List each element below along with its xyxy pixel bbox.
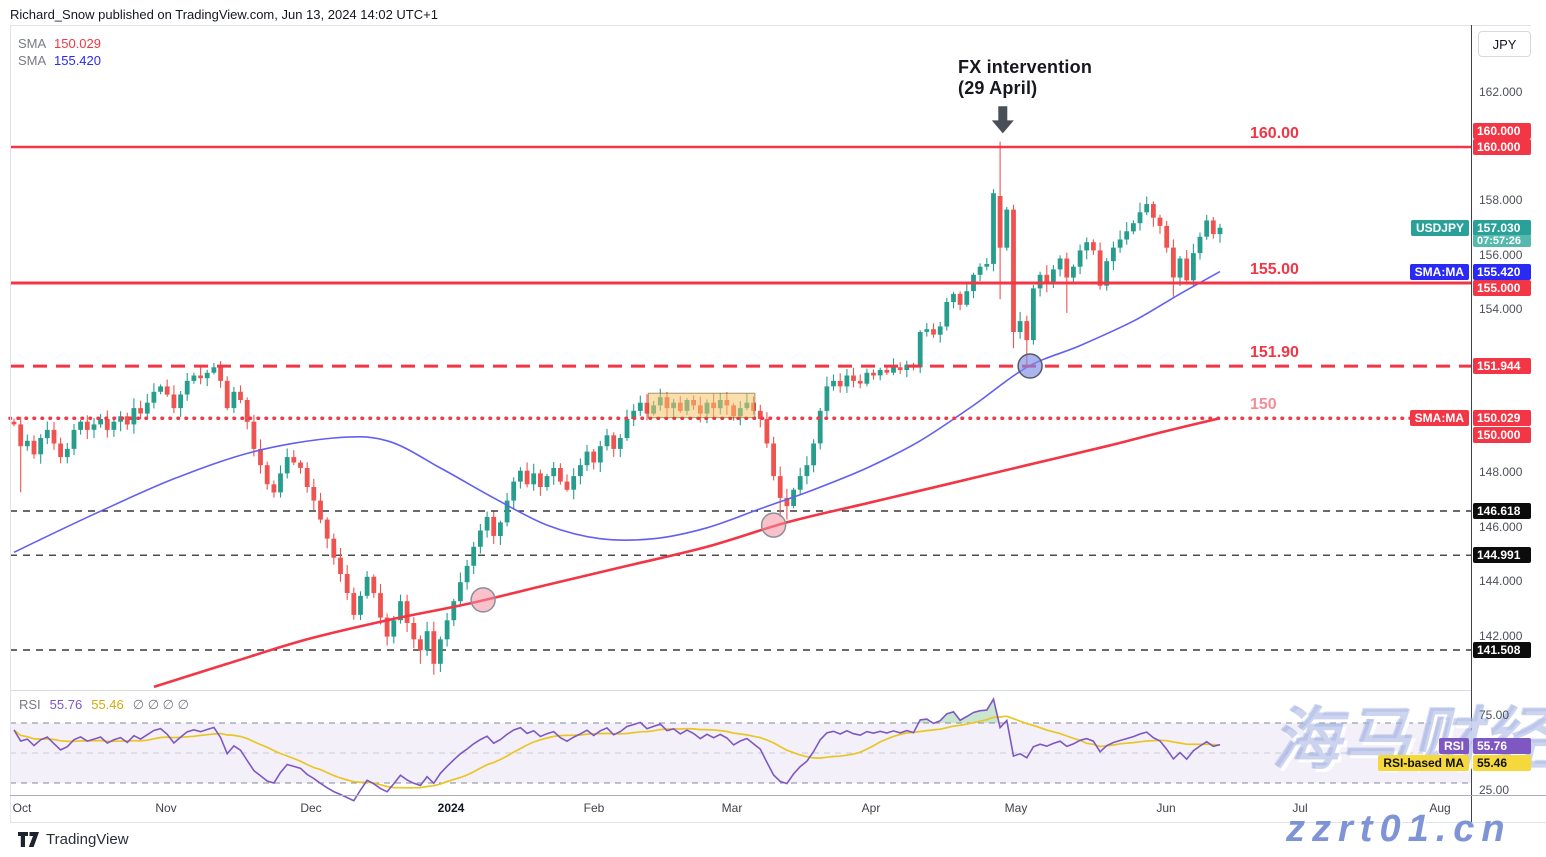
time-axis-label-Aug: Aug xyxy=(1429,801,1451,815)
time-axis-label-Jul: Jul xyxy=(1292,801,1308,815)
price-axis-badge-155.000: 155.000 xyxy=(1473,279,1531,296)
price-axis-badge-160.000: 160.000 xyxy=(1473,123,1531,140)
watermark-url-text: zzrt01.cn xyxy=(1286,808,1512,850)
price-axis-label: 154.000 xyxy=(1479,302,1523,317)
price-axis-label: 146.000 xyxy=(1479,519,1523,534)
intervention-arrow-icon xyxy=(991,106,1014,134)
price-axis-badge-141.508: 141.508 xyxy=(1473,641,1531,658)
support-lines xyxy=(10,510,1471,651)
tradingview-logo[interactable]: TradingView xyxy=(18,831,129,848)
rsi-legend-empty-values: ∅ ∅ ∅ ∅ xyxy=(132,697,189,712)
price-axis-label: 144.000 xyxy=(1479,574,1523,589)
price-axis-badge-160.000: 160.000 xyxy=(1473,139,1531,156)
price-axis-border xyxy=(1471,25,1472,822)
consolidation-box xyxy=(647,392,756,419)
pink-circle-marker xyxy=(470,587,496,613)
sma-legend: SMA 150.029 SMA 155.420 xyxy=(18,35,101,69)
tradingview-brand-text: TradingView xyxy=(46,831,129,848)
sma-1-value: 150.029 xyxy=(54,36,101,51)
price-axis-badge-157.030: 157.030 xyxy=(1473,219,1531,236)
rsi-axis-badge-RSI: 55.76 xyxy=(1473,738,1531,754)
price-axis-badge-150.029: 150.029 xyxy=(1473,410,1531,427)
rsi-legend-value: 55.76 xyxy=(49,697,83,712)
time-axis-label-Nov: Nov xyxy=(155,801,177,815)
level-label-160.00: 160.00 xyxy=(1250,125,1299,142)
fx-intervention-line2: (29 April) xyxy=(958,78,1038,98)
axis-tag-SMA:MA: SMA:MA xyxy=(1409,410,1469,427)
chart-frame-left xyxy=(10,25,11,822)
publish-byline: Richard_Snow published on TradingView.co… xyxy=(10,7,438,22)
rsi-pane-separator[interactable] xyxy=(10,690,1471,691)
price-axis-label: 142.000 xyxy=(1479,628,1523,643)
sma-200-line xyxy=(153,416,1221,689)
currency-button[interactable]: JPY xyxy=(1478,31,1531,57)
price-axis-badge-146.618: 146.618 xyxy=(1473,502,1531,519)
sma-2-value: 155.420 xyxy=(54,53,101,68)
time-axis-label-Feb: Feb xyxy=(583,801,605,815)
rsi-axis-label: 75.00 xyxy=(1479,707,1510,722)
blue-circle-marker xyxy=(1017,353,1043,379)
time-axis-label-Jun: Jun xyxy=(1156,801,1176,815)
rsi-axis-badge-RSI-based MA: 55.46 xyxy=(1473,755,1531,771)
price-axis-label: 156.000 xyxy=(1479,247,1523,262)
time-axis-label-Dec: Dec xyxy=(300,801,322,815)
sma-2-label: SMA xyxy=(18,53,47,68)
time-axis-label-Oct: Oct xyxy=(12,801,32,815)
sma-legend-row-2: SMA 155.420 xyxy=(18,52,101,69)
price-axis-label: 158.000 xyxy=(1479,193,1523,208)
sma-50-line xyxy=(13,270,1221,554)
price-axis-badge-151.944: 151.944 xyxy=(1473,358,1531,375)
price-axis-label: 148.000 xyxy=(1479,465,1523,480)
rsi-line xyxy=(13,697,1221,802)
time-axis-label-Apr: Apr xyxy=(861,801,881,815)
pink-circle-marker xyxy=(760,512,787,538)
price-axis-badge-150.000: 150.000 xyxy=(1473,427,1531,444)
time-axis-border-top xyxy=(10,795,1546,796)
axis-tag-USDJPY: USDJPY xyxy=(1410,219,1469,236)
time-axis-label-May: May xyxy=(1004,801,1028,815)
price-axis-badge-144.991: 144.991 xyxy=(1473,547,1531,564)
fx-intervention-line1: FX intervention xyxy=(958,57,1093,77)
time-axis-border-bottom xyxy=(10,822,1546,823)
fx-intervention-annotation: FX intervention (29 April) xyxy=(958,57,1092,99)
axis-tag-RSI-based MA: RSI-based MA xyxy=(1378,755,1469,771)
rsi-legend-label: RSI xyxy=(19,697,41,712)
candlestick-series xyxy=(11,141,1223,675)
rsi-ma-legend-value: 55.46 xyxy=(91,697,124,712)
price-axis-badge-155.420: 155.420 xyxy=(1473,263,1531,280)
level-label-151.90: 151.90 xyxy=(1250,344,1299,362)
price-axis-label: 162.000 xyxy=(1479,84,1523,99)
axis-tag-RSI: RSI xyxy=(1438,738,1469,754)
tradingview-logo-icon xyxy=(18,832,39,847)
sma-legend-row-1: SMA 150.029 xyxy=(18,35,101,52)
rsi-overbought-fill xyxy=(638,699,1008,723)
level-lines xyxy=(8,145,1473,420)
rsi-axis-label: 25.00 xyxy=(1479,782,1510,797)
axis-tag-SMA:MA: SMA:MA xyxy=(1409,263,1469,280)
sma-1-label: SMA xyxy=(18,36,47,51)
level-label-155.00: 155.00 xyxy=(1250,261,1299,278)
countdown-badge: 07:57:26 xyxy=(1473,235,1531,248)
rsi-legend: RSI 55.76 55.46 ∅ ∅ ∅ ∅ xyxy=(19,697,198,713)
chart-frame-top xyxy=(10,25,1531,26)
time-axis-label-Mar: Mar xyxy=(721,801,743,815)
level-label-150: 150 xyxy=(1250,396,1277,414)
time-axis-label-2024: 2024 xyxy=(437,801,465,815)
